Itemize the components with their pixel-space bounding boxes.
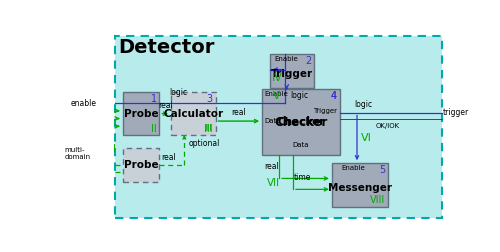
Text: real: real [162,153,176,162]
Text: 4: 4 [330,91,337,101]
Text: logic: logic [354,100,373,109]
Text: trigger: trigger [443,108,469,117]
Text: 2: 2 [306,56,312,66]
Text: IV: IV [272,73,283,83]
Text: real: real [232,108,246,117]
Text: Messenger: Messenger [328,183,392,194]
Text: VI: VI [361,133,372,143]
Text: real: real [158,101,172,110]
Bar [122,148,160,182]
Text: Calculator: Calculator [163,109,224,119]
Text: Checker: Checker [277,117,324,128]
Bar [262,89,340,155]
Text: OK/IOK: OK/IOK [376,123,400,129]
Text: time: time [294,173,312,182]
Text: III: III [204,124,212,133]
Text: 4: 4 [330,91,337,101]
Text: 5: 5 [379,165,386,175]
Text: logic: logic [290,91,308,100]
Text: VIII: VIII [370,196,386,205]
Text: III: III [204,124,213,134]
Bar [332,163,388,207]
Text: Trigger: Trigger [271,69,313,79]
Text: VII: VII [266,178,280,188]
Bar [270,54,314,88]
Text: I: I [113,144,116,154]
Text: Data: Data [292,142,309,148]
Text: Detector: Detector [118,38,215,57]
Text: Probe: Probe [124,109,158,119]
Text: logic: logic [170,88,188,97]
Text: II: II [151,124,156,134]
Text: enable: enable [70,99,96,108]
Text: Enable: Enable [275,56,298,62]
Text: V: V [273,91,281,101]
Text: Probe: Probe [124,160,158,170]
Text: Data: Data [265,118,281,124]
Text: multi-
domain: multi- domain [64,147,90,160]
Text: real: real [264,162,278,171]
Text: optional: optional [188,139,220,148]
Text: Trigger: Trigger [313,108,337,114]
Bar [122,92,160,135]
Text: 3: 3 [206,94,213,104]
Text: Enable: Enable [342,165,365,171]
Text: Checker: Checker [274,116,328,129]
Bar [115,36,442,218]
Bar [171,92,216,135]
Text: 1: 1 [150,94,156,104]
Text: Enable: Enable [265,91,288,97]
